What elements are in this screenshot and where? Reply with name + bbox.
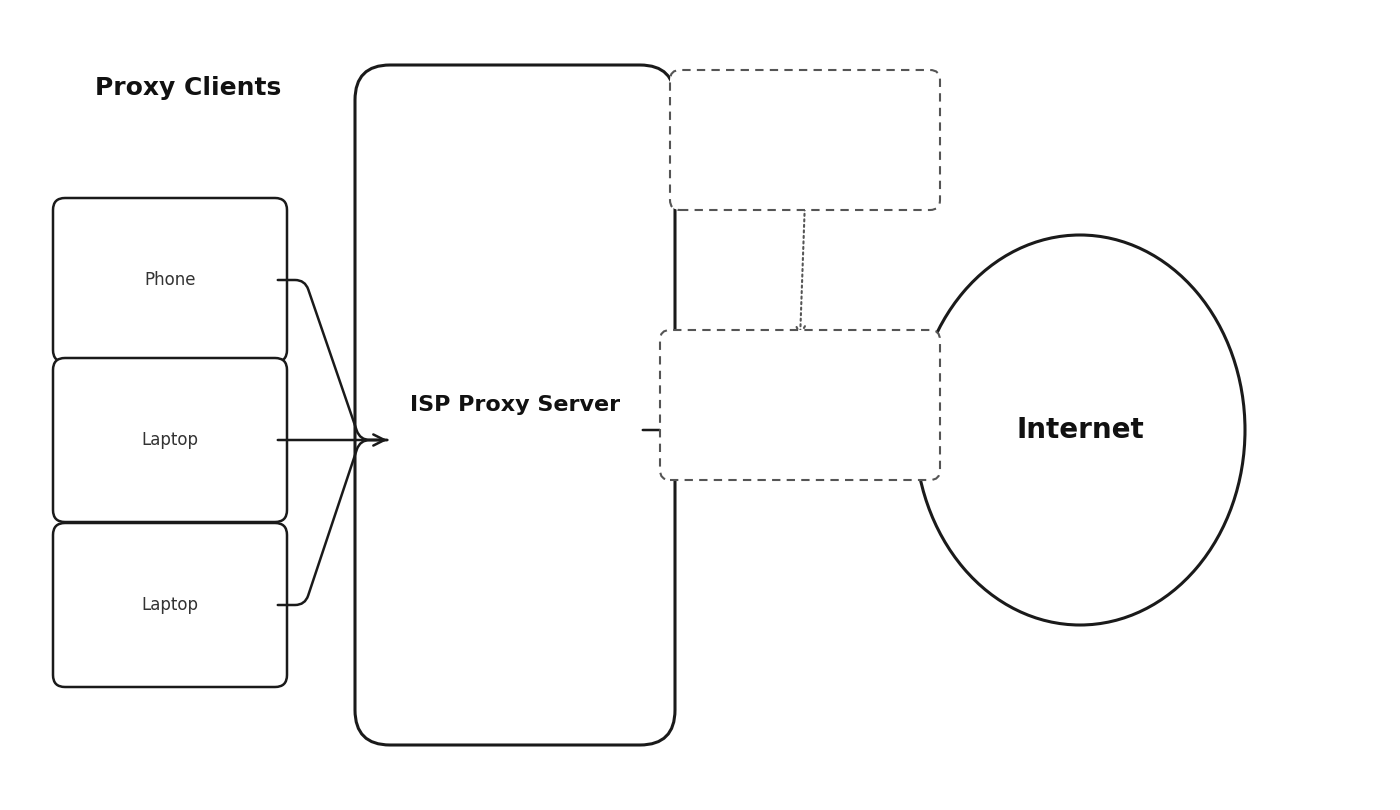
Text: ISP assigns IP addresses to
proxy service.: ISP assigns IP addresses to proxy servic… (706, 122, 904, 158)
FancyBboxPatch shape (659, 330, 939, 480)
Ellipse shape (916, 235, 1245, 625)
FancyBboxPatch shape (53, 523, 287, 687)
FancyBboxPatch shape (53, 198, 287, 362)
Text: ISP Proxy Server: ISP Proxy Server (410, 395, 620, 415)
FancyBboxPatch shape (671, 70, 939, 210)
Text: Laptop: Laptop (141, 431, 199, 449)
FancyBboxPatch shape (53, 358, 287, 522)
Text: Internet: Internet (1016, 416, 1144, 444)
FancyBboxPatch shape (356, 65, 675, 745)
Text: Laptop: Laptop (141, 596, 199, 614)
Text: ISP proxy service assigns IP
addresses to proxy clients.: ISP proxy service assigns IP addresses t… (699, 387, 902, 423)
Text: Proxy Clients: Proxy Clients (95, 76, 281, 100)
Text: Phone: Phone (144, 271, 196, 289)
